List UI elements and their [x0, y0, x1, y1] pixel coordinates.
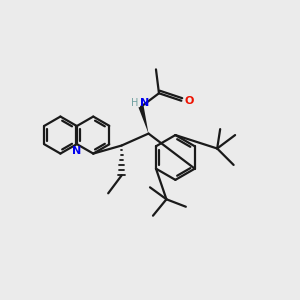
- Text: H: H: [131, 98, 138, 108]
- Text: N: N: [140, 98, 149, 108]
- Text: N: N: [72, 146, 81, 156]
- Text: O: O: [185, 96, 194, 106]
- Polygon shape: [139, 106, 148, 134]
